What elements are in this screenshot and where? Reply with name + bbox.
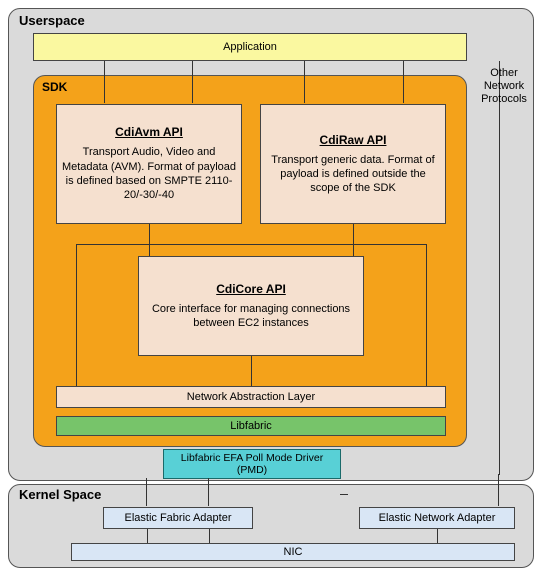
connector xyxy=(76,244,77,386)
other-protocols-l3: Protocols xyxy=(475,93,533,106)
cdiraw-text: Transport generic data. Format of payloa… xyxy=(265,153,441,196)
ena-box: Elastic Network Adapter xyxy=(359,507,515,529)
cdiavm-text: Transport Audio, Video and Metadata (AVM… xyxy=(61,145,237,202)
cdiavm-box: CdiAvm API Transport Audio, Video and Me… xyxy=(56,104,242,224)
efa-box: Elastic Fabric Adapter xyxy=(103,507,253,529)
kernel-label: Kernel Space xyxy=(19,487,101,502)
connector xyxy=(104,61,105,103)
connector xyxy=(437,529,438,543)
nal-box: Network Abstraction Layer xyxy=(56,386,446,408)
cdicore-title: CdiCore API xyxy=(216,282,286,296)
connector xyxy=(304,61,305,103)
efa-label: Elastic Fabric Adapter xyxy=(125,512,232,524)
cdiavm-title: CdiAvm API xyxy=(115,125,183,139)
connector xyxy=(147,529,148,543)
nal-label: Network Abstraction Layer xyxy=(187,391,315,403)
application-box: Application xyxy=(33,33,467,61)
kernel-container: Kernel Space Elastic Fabric Adapter Elas… xyxy=(8,484,534,568)
connector xyxy=(146,478,147,506)
libfabric-box: Libfabric xyxy=(56,416,446,436)
connector xyxy=(192,61,193,103)
cdicore-text: Core interface for managing connections … xyxy=(143,302,359,331)
other-protocols-label: Other Network Protocols xyxy=(475,67,533,107)
cdiraw-box: CdiRaw API Transport generic data. Forma… xyxy=(260,104,446,224)
userspace-label: Userspace xyxy=(19,13,85,28)
connector xyxy=(403,61,404,103)
userspace-container: Userspace Application SDK CdiAvm API Tra… xyxy=(8,8,534,481)
connector xyxy=(499,61,500,475)
pmd-box: Libfabric EFA Poll Mode Driver (PMD) xyxy=(163,449,341,479)
sdk-container: SDK CdiAvm API Transport Audio, Video an… xyxy=(33,75,467,447)
connector xyxy=(251,356,252,386)
connector xyxy=(76,244,426,245)
pmd-label2: (PMD) xyxy=(237,464,267,476)
sdk-label: SDK xyxy=(42,80,67,94)
cdicore-box: CdiCore API Core interface for managing … xyxy=(138,256,364,356)
other-protocols-l1: Other xyxy=(475,67,533,80)
pmd-label1: Libfabric EFA Poll Mode Driver xyxy=(181,452,323,464)
ena-label: Elastic Network Adapter xyxy=(379,512,496,524)
connector xyxy=(149,224,150,256)
application-label: Application xyxy=(223,41,277,53)
libfabric-label: Libfabric xyxy=(230,420,272,432)
connector xyxy=(353,224,354,256)
connector xyxy=(340,494,348,495)
nic-label: NIC xyxy=(284,546,303,558)
connector xyxy=(208,478,209,506)
connector xyxy=(426,244,427,386)
cdiraw-title: CdiRaw API xyxy=(320,133,387,147)
connector xyxy=(498,474,499,506)
nic-box: NIC xyxy=(71,543,515,561)
connector xyxy=(209,529,210,543)
other-protocols-l2: Network xyxy=(475,80,533,93)
